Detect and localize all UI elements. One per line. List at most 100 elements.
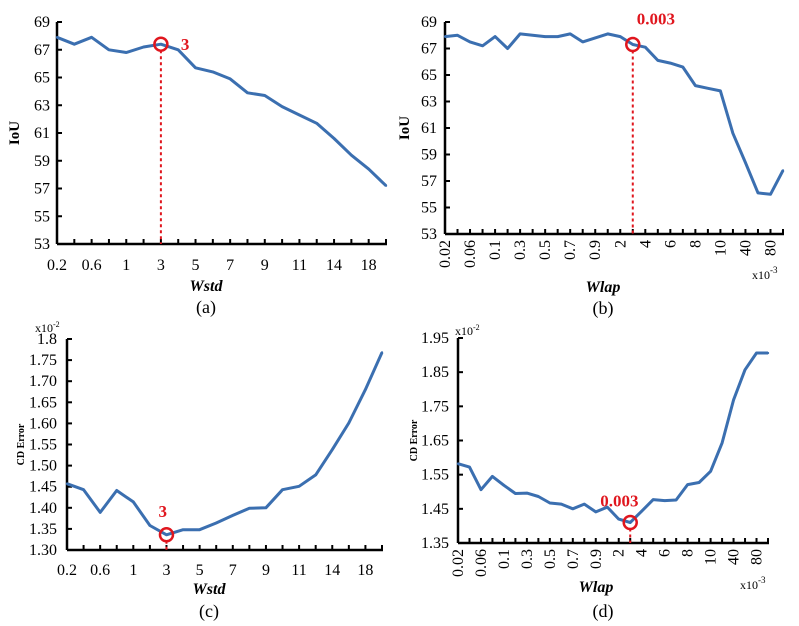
x-tick-label: 6 [662,240,679,248]
x-tick-label: 11 [292,257,307,274]
x-tick-label: 10 [703,549,720,565]
data-point [640,510,643,513]
x-tick-label: 0.06 [473,549,490,577]
data-point [571,507,575,511]
x-axis-title: Wlap [586,279,621,296]
data-point [606,32,609,36]
x-tick-label: 3 [157,257,165,274]
data-point [315,122,318,125]
data-point [347,421,351,425]
data-point [719,89,722,93]
data-point [537,495,540,498]
x-tick-label: 40 [737,240,754,256]
x-tick-label: 80 [762,240,779,256]
highlight-annotation: 0.003 [637,10,675,29]
data-point [177,48,180,51]
x-tick-label: 0.1 [496,549,513,569]
data-point [98,511,102,514]
data-point [443,35,447,38]
x-tick-label: 0.02 [450,549,467,577]
y-tick-label: 1.65 [29,394,57,411]
x-tick-label: 14 [326,257,342,274]
data-point [581,40,584,44]
y-tick-label: 59 [34,153,50,170]
x-tick-label: 0.3 [519,549,536,569]
data-point [364,388,367,391]
y-tick-label: 55 [34,208,50,225]
data-point [248,507,251,510]
data-point [263,94,266,97]
x-tick-label: 14 [324,562,340,579]
x-tick-label: 5 [192,257,200,274]
data-point [148,524,152,527]
data-point [350,154,353,157]
data-point [720,441,724,445]
y-multiplier: x10-2 [35,320,60,335]
y-tick-label: 1.45 [29,479,57,496]
data-point [548,501,552,505]
x-multiplier: x10-3 [740,575,766,592]
x-tick-label: 0.2 [47,257,67,274]
data-point [367,167,370,171]
data-point [125,51,128,54]
y-tick-label: 1.70 [29,373,57,390]
data-point [743,368,747,371]
y-tick-label: 65 [34,70,50,87]
highlight-annotation: 3 [158,502,167,521]
y-tick-label: 1.50 [29,458,57,475]
data-point [560,502,563,506]
x-multiplier-base: x10 [752,268,770,282]
y-tick-label: 57 [421,173,437,190]
y-tick-label: 61 [34,125,50,142]
x-tick-label: 5 [196,562,204,579]
data-point [568,32,572,36]
y-tick-label: 1.8 [37,331,57,348]
y-tick-label: 59 [421,147,437,164]
panel-caption: (b) [593,298,614,319]
x-tick-label: 80 [749,549,766,565]
x-tick-label: 0.7 [562,240,579,260]
x-tick-label: 1 [129,562,137,579]
x-tick-label: 0.9 [587,240,604,260]
data-point [281,488,284,491]
data-point [594,510,597,514]
data-point [756,191,760,195]
data-point [663,499,666,502]
chart-panel-c: 1.30 1.35 1.40 1.45 1.50 1.55 1.60 1.65 1.70 1.75… [16,320,384,622]
data-point [331,448,334,451]
data-point [314,473,317,477]
x-tick-label: 0.6 [82,257,102,274]
x-multiplier-exp: -3 [758,575,766,585]
data-point [731,132,735,135]
x-tick-label: 0.5 [542,549,559,569]
data-point [159,43,163,46]
x-tick-label: 0.6 [90,562,110,579]
y-tick-label: 53 [421,226,437,243]
x-tick-label: 0.2 [57,562,77,579]
data-point [132,500,135,504]
x-tick-label: 0.1 [487,240,504,260]
chart-panel-d: 1.35 1.45 1.55 1.65 1.75 1.85 1.95 0.02 0.06 0.1 0… [409,323,770,622]
y-multiplier-base: x10 [35,321,53,335]
y-tick-label: 67 [421,41,437,58]
data-point [525,491,529,495]
x-tick-label: 2 [611,549,628,557]
data-point [769,193,772,196]
x-tick-label: 2 [612,240,629,248]
data-point [518,32,522,36]
data-point [651,498,655,501]
x-tick-label: 18 [357,562,373,579]
x-tick-label: 8 [687,240,704,248]
data-point [481,44,484,48]
y-tick-label: 69 [34,14,50,31]
data-point [543,35,547,38]
data-point [107,48,111,51]
data-point [115,489,118,492]
y-axis-title: CD Error [16,423,27,465]
data-point [380,351,384,354]
y-tick-label: 57 [34,181,50,198]
y-axis-title: CD Error [409,419,420,461]
data-point [456,34,459,37]
x-tick-label: 7 [226,257,234,274]
y-tick-label: 67 [34,42,50,59]
